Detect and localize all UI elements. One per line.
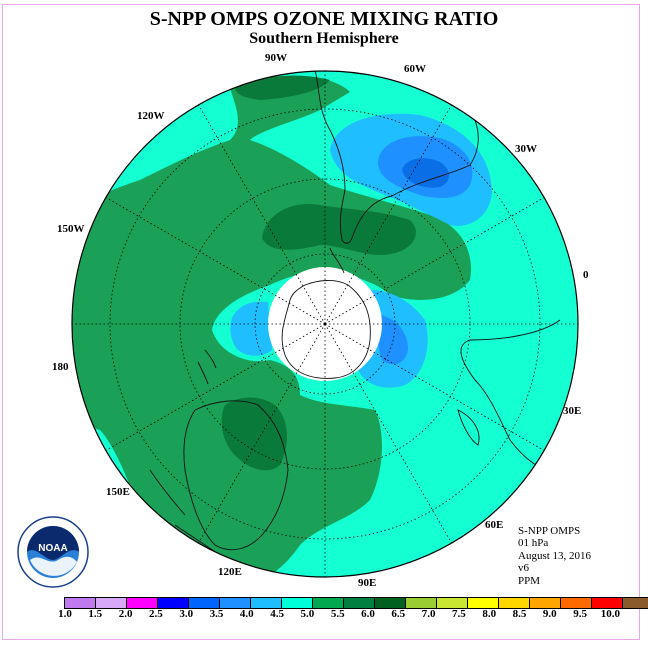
- lon-label-30w: 30W: [515, 143, 537, 155]
- pressure-level-label: 01 hPa: [518, 537, 549, 550]
- colorbar-tick-label: 2.5: [149, 608, 163, 620]
- colorbar: [64, 597, 648, 609]
- colorbar-tick-label: 4.5: [270, 608, 284, 620]
- lon-label-60e: 60E: [485, 519, 503, 531]
- colorbar-tick-label: 6.0: [361, 608, 375, 620]
- colorbar-swatch: [65, 598, 96, 608]
- info-block: S-NPP OMPS 01 hPa August 13, 2016 v6 PPM: [518, 525, 591, 587]
- map-boundary-circle: [71, 70, 579, 578]
- latitude-circle: [254, 253, 396, 395]
- lon-label-120w: 120W: [137, 110, 165, 122]
- lon-label-90e: 90E: [358, 577, 376, 589]
- figure-frame: [2, 4, 640, 640]
- colorbar-tick-label: 3.0: [179, 608, 194, 620]
- instrument-label: S-NPP OMPS: [518, 525, 581, 537]
- units-label: PPM: [518, 574, 541, 587]
- south-pole-marker: [323, 322, 327, 326]
- antarctic-peninsula-coast: [329, 247, 345, 274]
- date-label: August 13, 2016: [518, 549, 592, 562]
- colorbar-tick-label: 7.5: [452, 608, 466, 620]
- colorbar-swatch: [158, 598, 189, 608]
- colorbar-tick-label: 3.5: [209, 608, 224, 620]
- australia-coast: [183, 400, 289, 551]
- colorbar-tick-label: 4.0: [239, 608, 254, 620]
- colorbar-tick-label: 7.0: [421, 608, 436, 620]
- lon-label-30e: 30E: [563, 405, 581, 417]
- lon-label-60w: 60W: [404, 63, 426, 75]
- colorbar-tick-label: 6.5: [391, 608, 406, 620]
- colorbar-swatch: [251, 598, 282, 608]
- field-5-0-to-5-5: [72, 75, 471, 577]
- coastlines: [149, 71, 561, 556]
- colorbar-swatch: [220, 598, 251, 608]
- lon-label-120e: 120E: [218, 566, 242, 578]
- version-label: v6: [518, 562, 529, 575]
- lon-label-0: 0: [583, 269, 589, 281]
- colorbar-tick-label: 9.0: [542, 608, 557, 620]
- colorbar-swatch: [561, 598, 592, 608]
- noaa-logo-text: NOAA: [38, 543, 67, 554]
- new-zealand-coast: [197, 349, 217, 385]
- lon-label-150e: 150E: [106, 486, 130, 498]
- lon-label-150w: 150W: [57, 223, 85, 235]
- colorbar-swatch: [96, 598, 127, 608]
- field-3-0-to-3-5: [402, 158, 449, 188]
- field-3-5-to-4-0: [377, 315, 408, 365]
- colorbar-tick-label: 5.0: [300, 608, 315, 620]
- field-5-5-to-6-0: [235, 75, 330, 100]
- colorbar-swatch: [499, 598, 530, 608]
- field-5-5-to-6-0: [221, 397, 287, 471]
- colorbar-swatch: [468, 598, 499, 608]
- colorbar-tick-label: 2.0: [118, 608, 133, 620]
- colorbar-swatch: [189, 598, 220, 608]
- map-title: S-NPP OMPS OZONE MIXING RATIO: [149, 8, 499, 30]
- colorbar-tick-label: 8.0: [482, 608, 497, 620]
- latitude-circle: [109, 108, 541, 540]
- map-subtitle: Southern Hemisphere: [249, 30, 399, 47]
- lon-label-90w: 90W: [265, 52, 287, 64]
- colorbar-swatch: [282, 598, 313, 608]
- colorbar-swatch: [127, 598, 158, 608]
- africa-coast: [460, 319, 561, 476]
- colorbar-tick-label: 1.0: [58, 608, 72, 620]
- colorbar-tick-label: 5.5: [330, 608, 345, 620]
- colorbar-swatch: [406, 598, 437, 608]
- graticule: [72, 71, 578, 577]
- colorbar-tick-label: 10.0: [600, 608, 621, 620]
- madagascar-coast: [457, 409, 480, 446]
- field-4-0-to-4-5: [230, 301, 272, 356]
- colorbar-ticks: 1.0 1.5 2.0 2.5 3.0 3.5 4.0 4.5 5.0 5.5 6.0 6.5 7.0 7…: [52, 608, 620, 622]
- colorbar-swatch: [530, 598, 561, 608]
- colorbar-swatch: [344, 598, 375, 608]
- colorbar-tick-label: 8.5: [512, 608, 527, 620]
- colorbar-swatch: [437, 598, 468, 608]
- colorbar-tick-label: 1.5: [88, 608, 103, 620]
- colorbar-swatch: [375, 598, 406, 608]
- lon-label-180: 180: [52, 361, 69, 373]
- colorbar-tick-label: 9.5: [573, 608, 587, 620]
- colorbar-swatch: [623, 598, 648, 608]
- colorbar-swatch: [313, 598, 344, 608]
- colorbar-swatch: [592, 598, 623, 608]
- field-5-5-to-6-0: [262, 204, 416, 255]
- antarctica-coast: [281, 280, 371, 379]
- south-america-coast: [314, 71, 479, 244]
- noaa-logo: NOAA: [17, 516, 89, 588]
